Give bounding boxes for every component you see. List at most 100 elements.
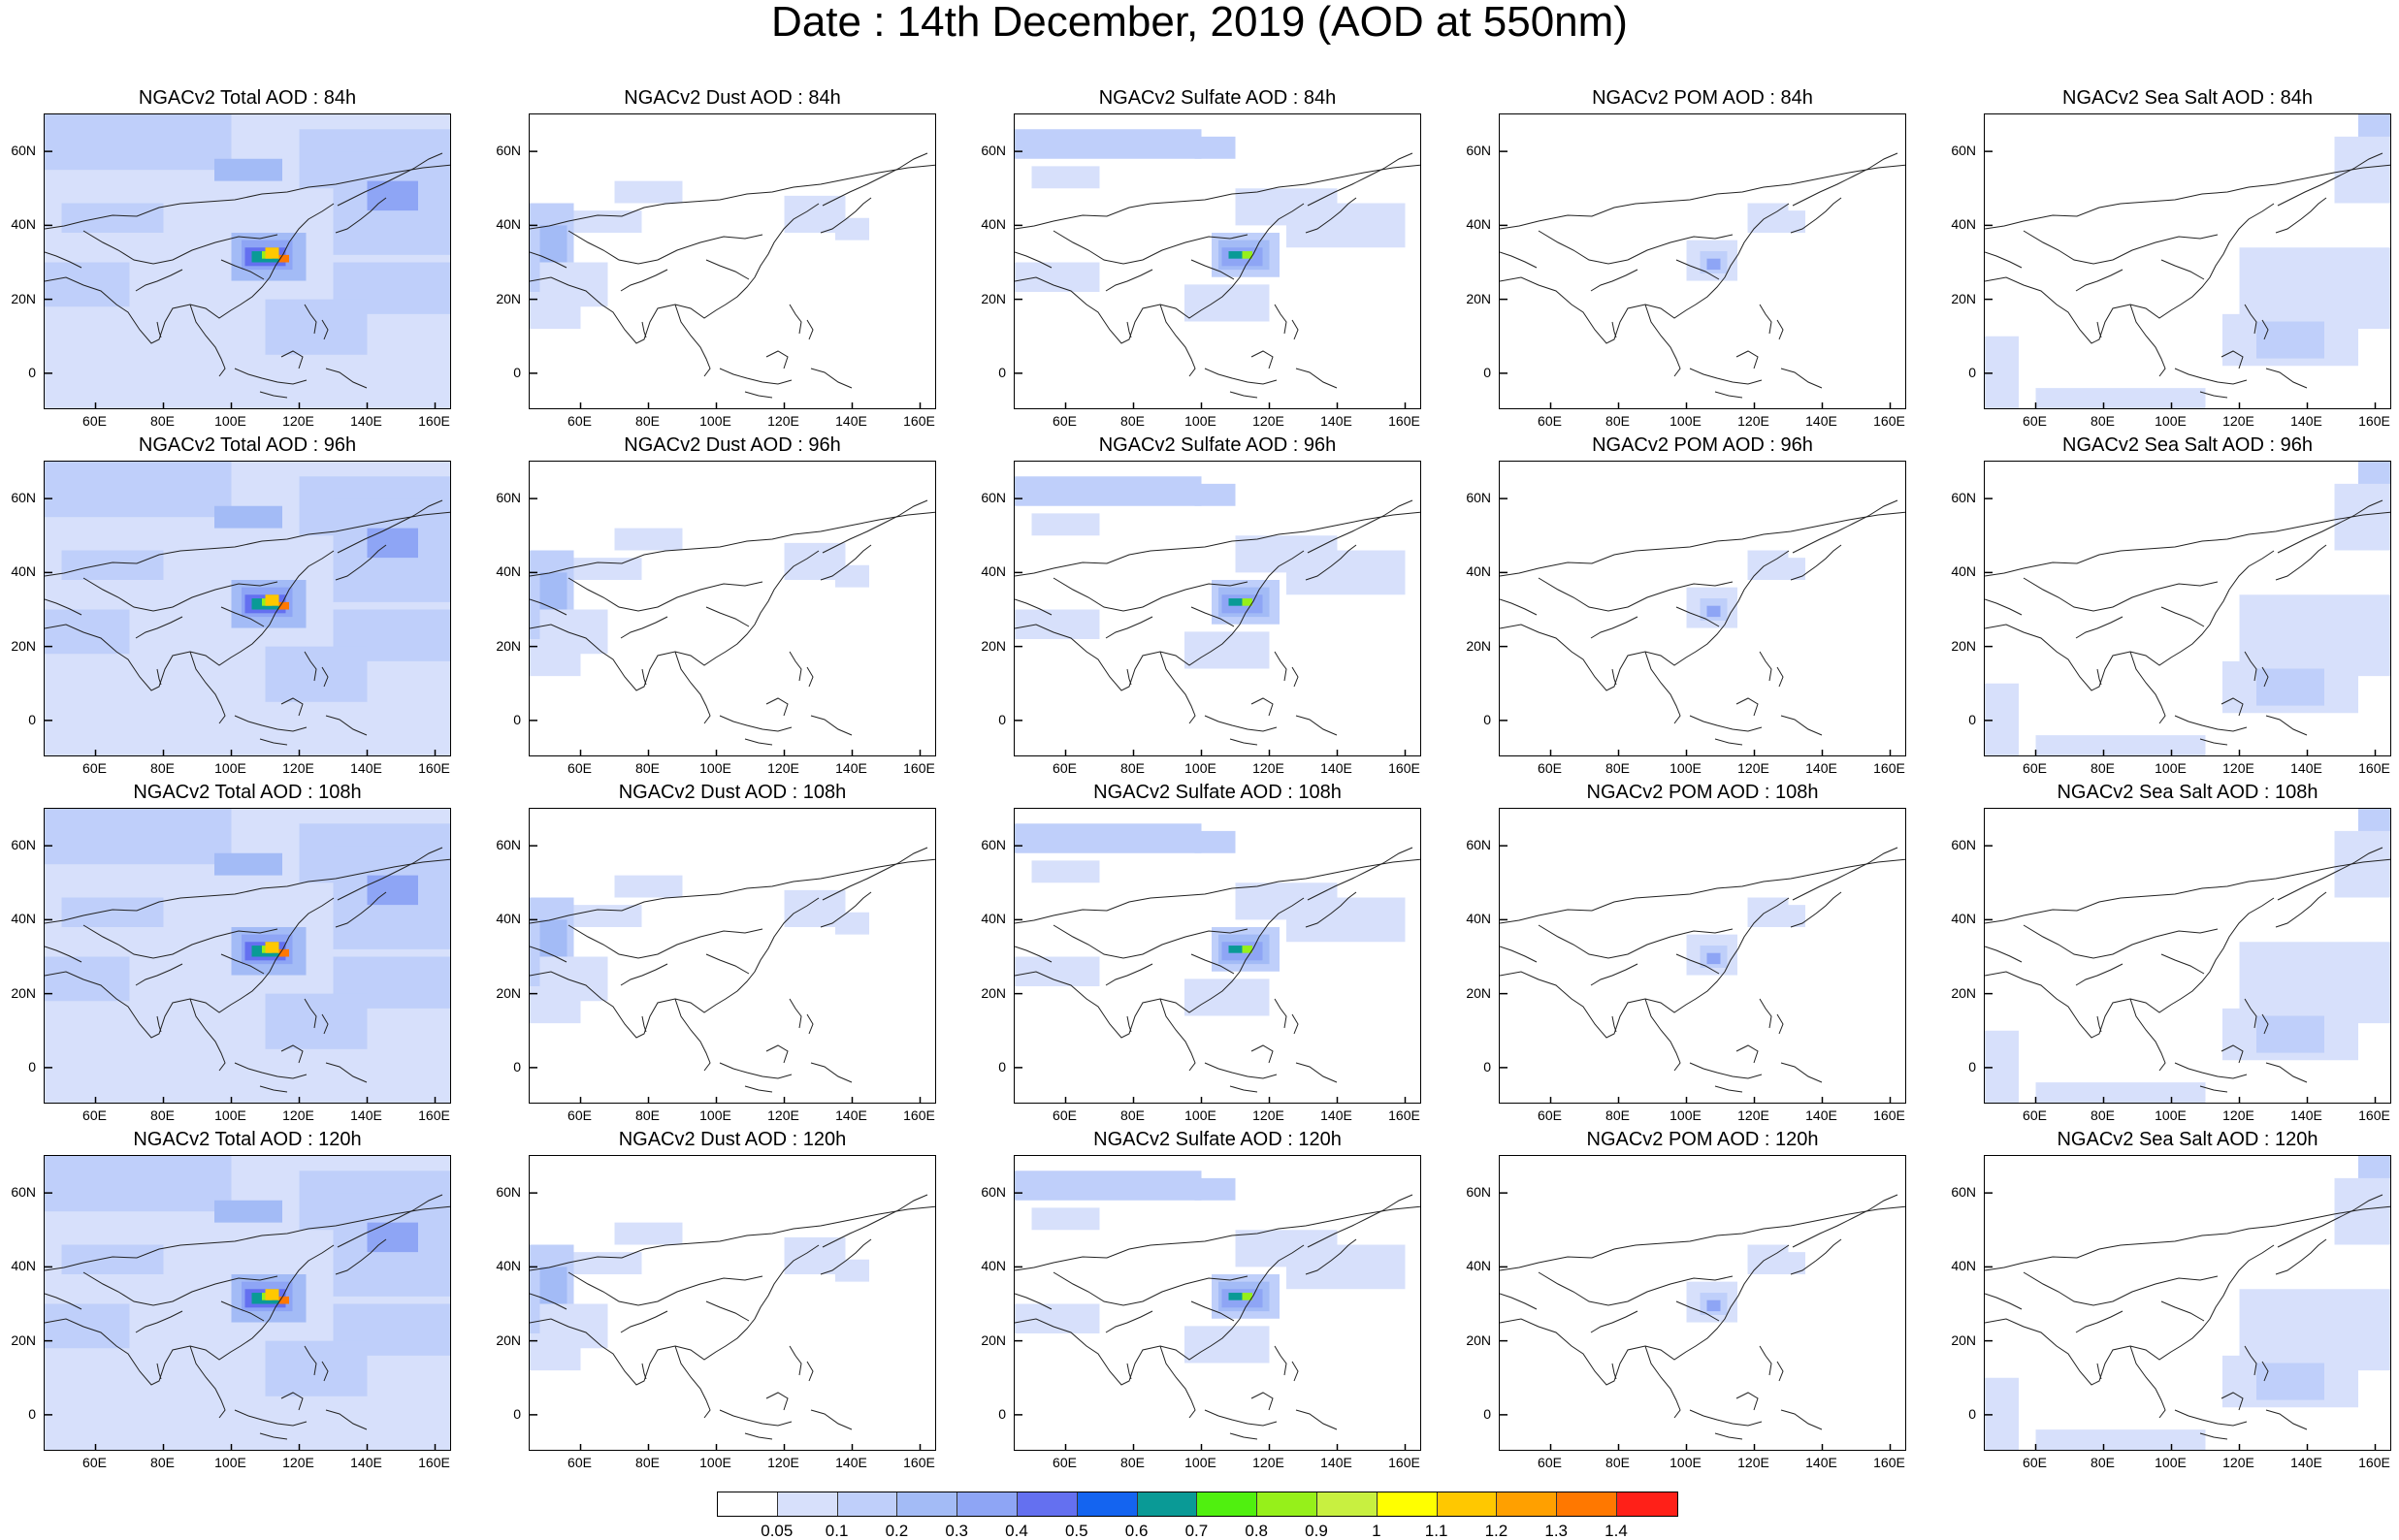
coastline	[567, 924, 763, 959]
x-tick-label: 100E	[214, 413, 246, 429]
y-tick-label: 0	[998, 1405, 1006, 1422]
map-panel: NGACv2 Sea Salt AOD : 84h 60N 40N 20N 0 60E 80…	[1951, 87, 2391, 434]
coastline	[820, 544, 872, 581]
x-tick-label: 140E	[835, 413, 867, 429]
x-tick-label: 80E	[2091, 1107, 2115, 1123]
aod-patch	[2334, 1177, 2390, 1245]
aod-patch	[1286, 897, 1406, 943]
colorbar-label: 0.8	[1245, 1522, 1268, 1540]
x-tick-label: 80E	[1605, 1107, 1630, 1123]
coastline	[2221, 350, 2308, 389]
coastline	[335, 891, 387, 928]
coastline	[45, 164, 450, 230]
coastline	[820, 891, 872, 928]
coastline	[1689, 715, 1763, 746]
coastline	[530, 251, 567, 269]
x-tick-label: 60E	[567, 760, 592, 776]
x-tick-label: 80E	[635, 1455, 660, 1470]
coastline	[1105, 269, 1153, 292]
x-tick-label: 140E	[2290, 1455, 2322, 1470]
aod-patch	[45, 1008, 146, 1031]
panel-title: NGACv2 Sulfate AOD : 84h	[1098, 87, 1337, 109]
aod-patch	[265, 247, 279, 259]
aod-map	[1499, 1155, 1906, 1451]
coastline	[1675, 953, 1720, 975]
x-tick-label: 100E	[699, 413, 731, 429]
coastline	[337, 152, 443, 207]
aod-patch	[2334, 830, 2390, 898]
y-tick-label: 60N	[496, 490, 521, 506]
coastline	[2244, 304, 2269, 340]
coastline	[82, 577, 278, 612]
aod-patch	[1781, 905, 1805, 927]
y-tick-label: 20N	[11, 984, 36, 1001]
x-tick-label: 100E	[1184, 1107, 1216, 1123]
coastline	[156, 1363, 162, 1380]
aod-patch	[2035, 735, 2206, 755]
x-tick-label: 80E	[150, 1455, 175, 1470]
y-tick-label: 40N	[981, 563, 1006, 580]
x-tick-label: 60E	[2023, 1455, 2047, 1470]
aod-patch	[2256, 1015, 2324, 1053]
aod-patch	[61, 1244, 164, 1274]
x-tick-label: 160E	[903, 1455, 935, 1470]
x-tick-label: 120E	[1252, 1455, 1284, 1470]
coastline	[1500, 1293, 1538, 1310]
coastline	[820, 1238, 872, 1275]
coastline	[1204, 368, 1278, 399]
aod-map-svg	[1985, 1156, 2390, 1450]
y-tick-label: 40N	[1951, 563, 1976, 580]
coastline	[1500, 858, 1905, 924]
x-tick-label: 140E	[1805, 760, 1837, 776]
coastline	[304, 998, 329, 1035]
aod-patch	[614, 875, 683, 898]
coastline	[1250, 350, 1338, 389]
aod-map-svg	[1015, 823, 1420, 1103]
x-tick-label: 100E	[214, 760, 246, 776]
coastline	[530, 1244, 820, 1386]
y-tick-label: 20N	[11, 290, 36, 306]
y-tick-label: 60N	[496, 1184, 521, 1201]
y-tick-label: 40N	[496, 216, 521, 233]
coastline	[2221, 697, 2308, 736]
coastline	[1250, 1392, 1338, 1430]
coastline	[45, 251, 82, 269]
coastline	[304, 1345, 329, 1382]
panel-title: NGACv2 Sulfate AOD : 120h	[1093, 1129, 1342, 1150]
colorbar-segment	[1257, 1492, 1317, 1516]
panel-title: NGACv2 POM AOD : 84h	[1592, 87, 1813, 109]
coastline	[1015, 251, 1053, 269]
coastline	[1985, 1205, 2390, 1271]
aod-patch	[835, 217, 869, 241]
coastline	[2244, 998, 2269, 1035]
map-panel: NGACv2 Total AOD : 84h 60N 40N 20N 0 60E 80E 10…	[11, 87, 451, 434]
coastline	[1985, 511, 2390, 577]
coastline	[1985, 203, 2275, 344]
aod-map	[1014, 808, 1421, 1104]
y-tick-label: 0	[28, 1405, 36, 1422]
coastline	[620, 963, 668, 986]
coastline	[1190, 259, 1235, 280]
coastline	[1015, 598, 1053, 616]
x-tick-label: 120E	[767, 760, 799, 776]
x-tick-label: 100E	[1670, 1455, 1702, 1470]
y-tick-label: 40N	[11, 216, 36, 233]
coastline	[789, 304, 814, 340]
aod-patch	[1781, 1252, 1805, 1274]
coastline	[45, 550, 335, 691]
coastline	[2275, 1238, 2327, 1275]
aod-patch	[1985, 336, 2019, 408]
y-tick-label: 20N	[1466, 637, 1491, 654]
coastline	[1500, 598, 1538, 616]
aod-patch	[61, 550, 164, 580]
map-panel: NGACv2 Total AOD : 96h 60N 40N 20N 0 60E 80E 10…	[11, 434, 451, 782]
x-tick-label: 60E	[567, 1107, 592, 1123]
coastline	[620, 1310, 668, 1333]
aod-patch	[1184, 284, 1270, 322]
coastline	[1500, 1244, 1790, 1386]
aod-patch	[573, 1252, 642, 1274]
coastline	[1274, 998, 1299, 1035]
coastline	[1790, 891, 1842, 928]
aod-map-svg	[1985, 114, 2390, 408]
coastline	[45, 858, 450, 924]
